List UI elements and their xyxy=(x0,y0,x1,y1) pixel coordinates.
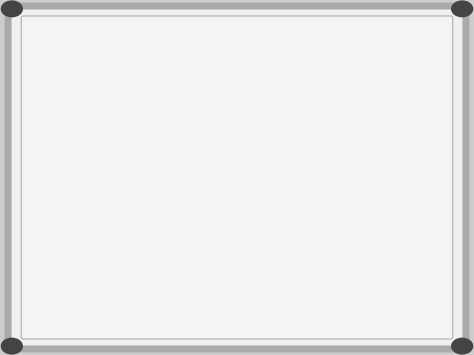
Text: 1L: 1L xyxy=(228,129,246,143)
Text: 10-51: 10-51 xyxy=(46,50,94,69)
Text: 1000 mL: 1000 mL xyxy=(210,156,264,169)
Text: HCl + NaOH → H₂O + NaCl: HCl + NaOH → H₂O + NaCl xyxy=(119,50,359,69)
Text: 40.2 mL NaOH: 40.2 mL NaOH xyxy=(41,140,162,158)
